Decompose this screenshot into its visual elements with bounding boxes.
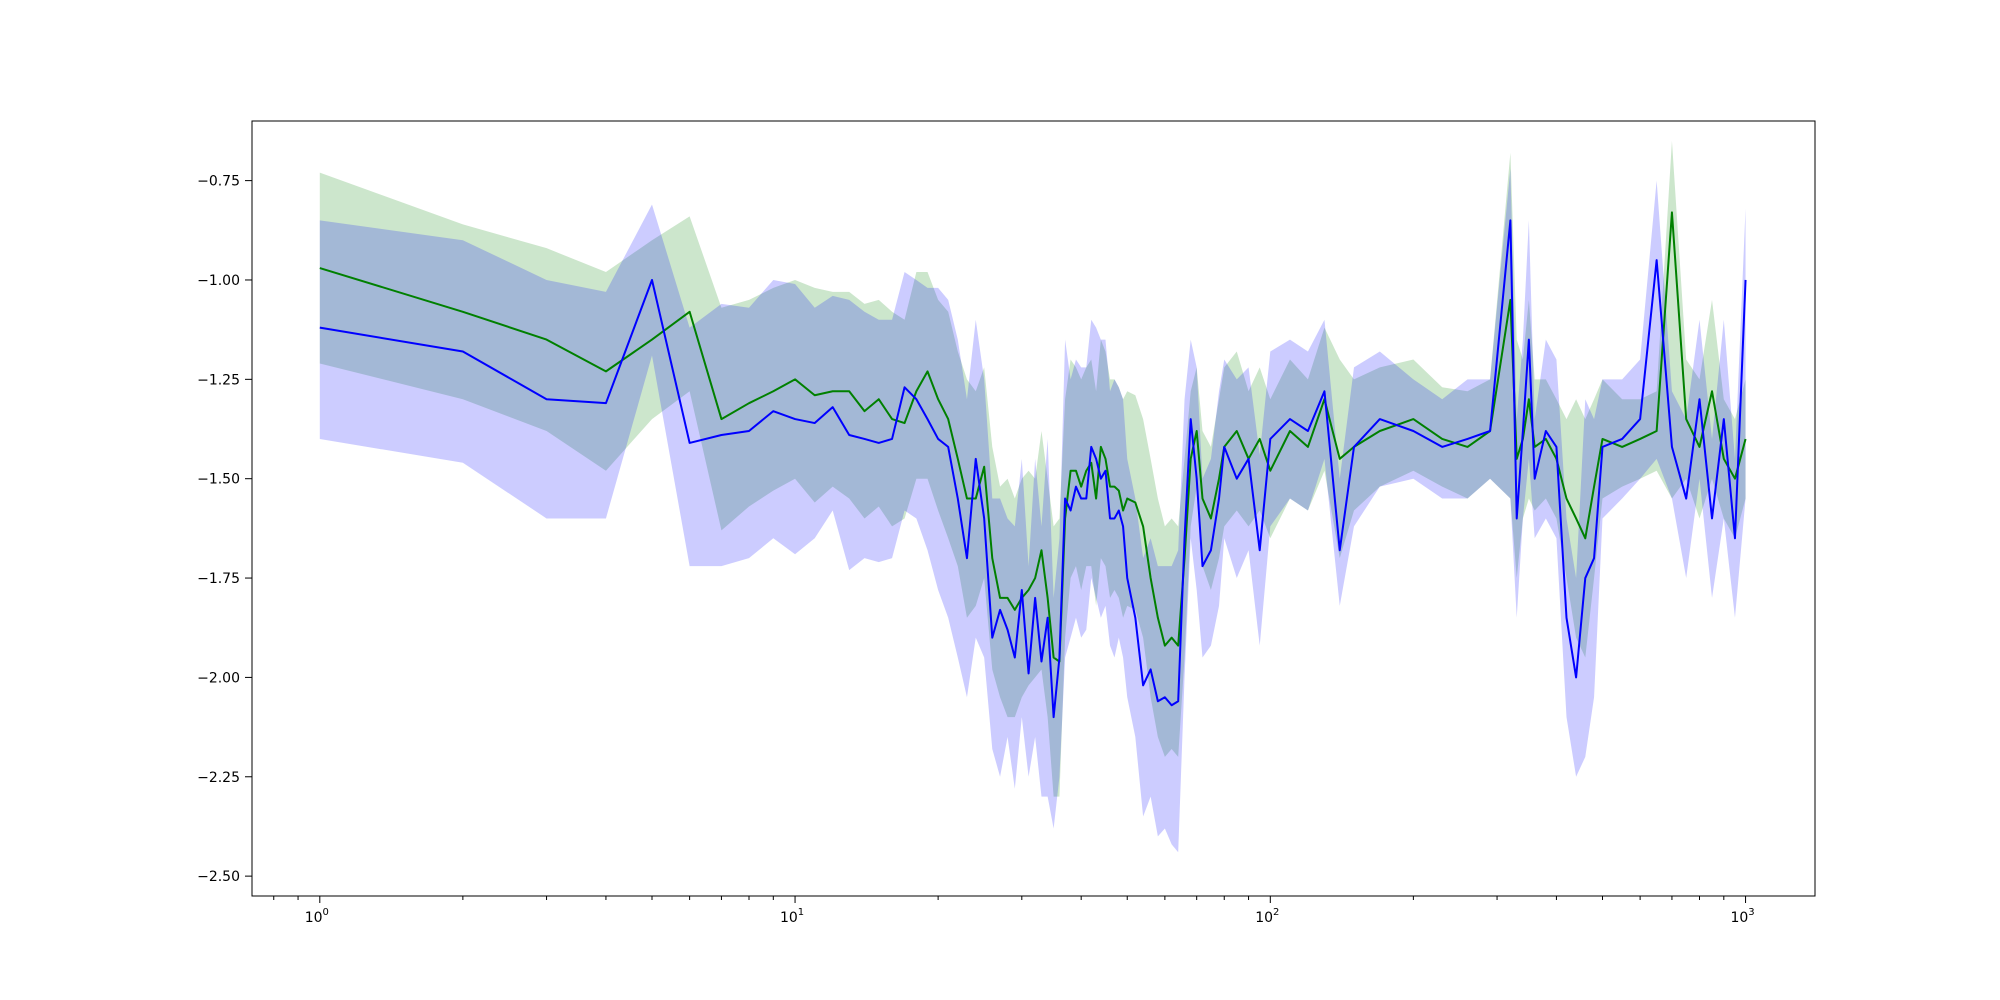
x-axis: 100 101 102 103 <box>273 896 1755 926</box>
series-2-band <box>319 168 1746 853</box>
x-tick-base: 10 <box>1730 910 1748 926</box>
y-tick-label: −1.50 <box>197 472 240 488</box>
series-1-band <box>319 140 1746 797</box>
x-tick-label: 101 <box>780 907 804 926</box>
x-tick-label: 103 <box>1730 907 1754 926</box>
y-tick-label: −1.75 <box>197 571 240 587</box>
series-lines <box>319 211 1747 719</box>
x-tick-exponent: 0 <box>323 907 329 918</box>
y-tick-label: −2.50 <box>197 869 240 885</box>
x-tick-label: 102 <box>1255 907 1279 926</box>
x-tick-base: 10 <box>305 910 323 926</box>
y-axis: −0.75 −1.00 −1.25 −1.50 −1.75 −2.00 −2.25 −2.50 <box>197 174 252 885</box>
x-tick-exponent: 1 <box>798 907 804 918</box>
y-tick-label: −1.00 <box>197 273 240 289</box>
y-tick-label: −2.00 <box>197 670 240 686</box>
x-tick-exponent: 2 <box>1273 907 1279 918</box>
plot-area-frame <box>251 120 1816 897</box>
x-tick-base: 10 <box>1255 910 1273 926</box>
y-tick-label: −0.75 <box>197 174 240 190</box>
x-tick-base: 10 <box>780 910 798 926</box>
y-tick-label: −2.25 <box>197 770 240 786</box>
series-1-line <box>319 211 1747 663</box>
series-2-line <box>319 219 1747 719</box>
y-tick-label: −1.25 <box>197 372 240 388</box>
x-tick-exponent: 3 <box>1748 907 1754 918</box>
x-tick-label: 100 <box>305 907 329 926</box>
confidence-bands <box>319 140 1746 853</box>
